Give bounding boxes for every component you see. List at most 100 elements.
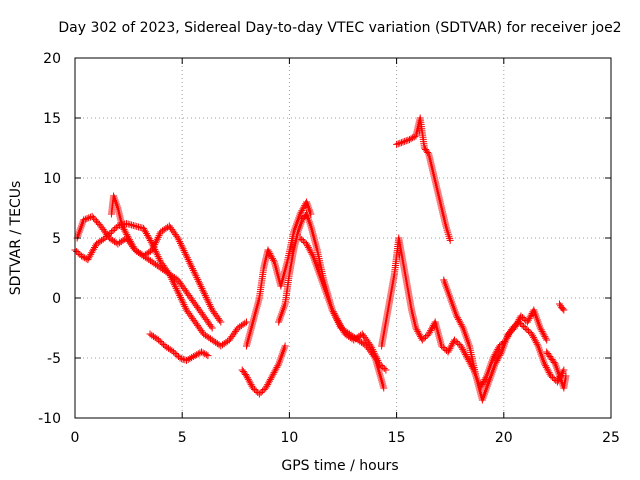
y-tick-label: -5 — [47, 351, 61, 367]
data-point-marker — [153, 251, 161, 259]
data-point-marker — [92, 217, 100, 225]
data-layer — [71, 114, 570, 404]
data-point-marker — [188, 265, 196, 273]
data-point-marker — [179, 245, 187, 253]
data-point-marker — [452, 338, 460, 345]
data-point-marker — [296, 234, 304, 242]
data-point-marker — [369, 346, 377, 354]
data-point-marker — [249, 384, 257, 392]
data-point-marker — [200, 290, 208, 298]
x-tick-label: 5 — [178, 430, 187, 446]
data-point-marker — [195, 279, 203, 287]
data-point-marker — [374, 356, 382, 364]
data-point-marker — [180, 247, 188, 255]
data-point-marker — [194, 350, 202, 358]
data-point-marker — [151, 241, 159, 249]
data-point-marker — [517, 312, 525, 320]
data-point-marker — [556, 300, 564, 308]
data-point-marker — [550, 359, 558, 366]
data-point-marker — [560, 306, 568, 314]
data-point-marker — [198, 328, 206, 336]
series-track-i — [378, 234, 568, 392]
data-point-marker — [397, 139, 405, 147]
data-point-marker — [204, 297, 212, 305]
y-tick-label: 15 — [43, 111, 61, 127]
data-point-marker — [81, 215, 89, 223]
data-point-marker — [149, 244, 157, 252]
data-point-marker — [377, 362, 385, 369]
data-point-marker — [523, 326, 531, 333]
data-point-marker — [88, 212, 96, 220]
data-point-marker — [543, 336, 551, 344]
data-point-marker — [74, 249, 82, 257]
data-point-marker — [182, 250, 190, 258]
data-point-marker — [175, 290, 183, 298]
data-point-marker — [454, 339, 462, 347]
data-point-marker — [156, 338, 164, 345]
series-track-h — [296, 234, 390, 374]
data-point-marker — [190, 268, 198, 276]
data-point-marker — [208, 324, 216, 332]
data-point-marker — [197, 283, 205, 291]
data-point-marker — [379, 363, 387, 371]
data-point-marker — [396, 139, 404, 147]
data-point-marker — [147, 238, 155, 246]
data-point-marker — [519, 314, 527, 321]
data-point-marker — [259, 387, 267, 395]
data-point-marker — [252, 387, 260, 395]
data-point-marker — [109, 227, 117, 234]
data-point-marker — [407, 135, 415, 143]
series-track-k — [440, 276, 551, 404]
data-point-marker — [182, 252, 190, 260]
data-point-marker — [204, 352, 212, 360]
data-point-marker — [257, 389, 265, 396]
y-axis-label: SDTVAR / TECUs — [8, 181, 24, 296]
data-point-marker — [233, 326, 241, 334]
data-point-marker — [405, 136, 413, 144]
data-point-marker — [79, 253, 87, 261]
data-point-marker — [104, 232, 112, 240]
x-tick-label: 15 — [388, 430, 406, 446]
data-point-marker — [206, 301, 214, 309]
data-point-marker — [281, 342, 289, 350]
data-point-marker — [83, 215, 91, 223]
data-point-marker — [458, 322, 466, 330]
data-point-marker — [438, 342, 446, 350]
data-point-marker — [207, 302, 215, 310]
data-point-marker — [241, 319, 249, 327]
series-track-e — [238, 342, 289, 398]
data-point-marker — [243, 318, 251, 326]
chart-title: Day 302 of 2023, Sidereal Day-to-day VTE… — [58, 20, 621, 36]
series-track-d — [146, 330, 212, 364]
data-point-marker — [185, 257, 193, 265]
data-point-marker — [86, 213, 94, 221]
x-tick-label: 0 — [71, 430, 80, 446]
data-point-marker — [171, 350, 179, 357]
data-point-marker — [404, 136, 412, 144]
data-point-marker — [171, 283, 179, 291]
data-point-marker — [198, 284, 206, 292]
data-point-marker — [373, 355, 381, 363]
data-point-marker — [170, 281, 178, 289]
data-point-marker — [155, 232, 163, 240]
data-point-marker — [156, 256, 164, 264]
data-point-marker — [152, 249, 160, 257]
data-point-marker — [205, 299, 213, 307]
data-point-marker — [504, 330, 512, 338]
data-point-marker — [193, 351, 201, 359]
data-point-marker — [203, 295, 211, 303]
data-point-marker — [368, 344, 376, 352]
data-point-marker — [164, 223, 172, 231]
data-point-marker — [409, 134, 417, 142]
data-point-marker — [255, 390, 263, 398]
data-point-marker — [201, 292, 209, 300]
data-point-marker — [200, 288, 208, 296]
data-point-marker — [192, 272, 200, 280]
data-point-marker — [178, 355, 186, 363]
data-point-marker — [158, 339, 166, 347]
data-point-marker — [107, 228, 115, 236]
data-point-marker — [176, 354, 184, 362]
data-point-marker — [94, 219, 102, 227]
data-point-marker — [77, 252, 85, 260]
